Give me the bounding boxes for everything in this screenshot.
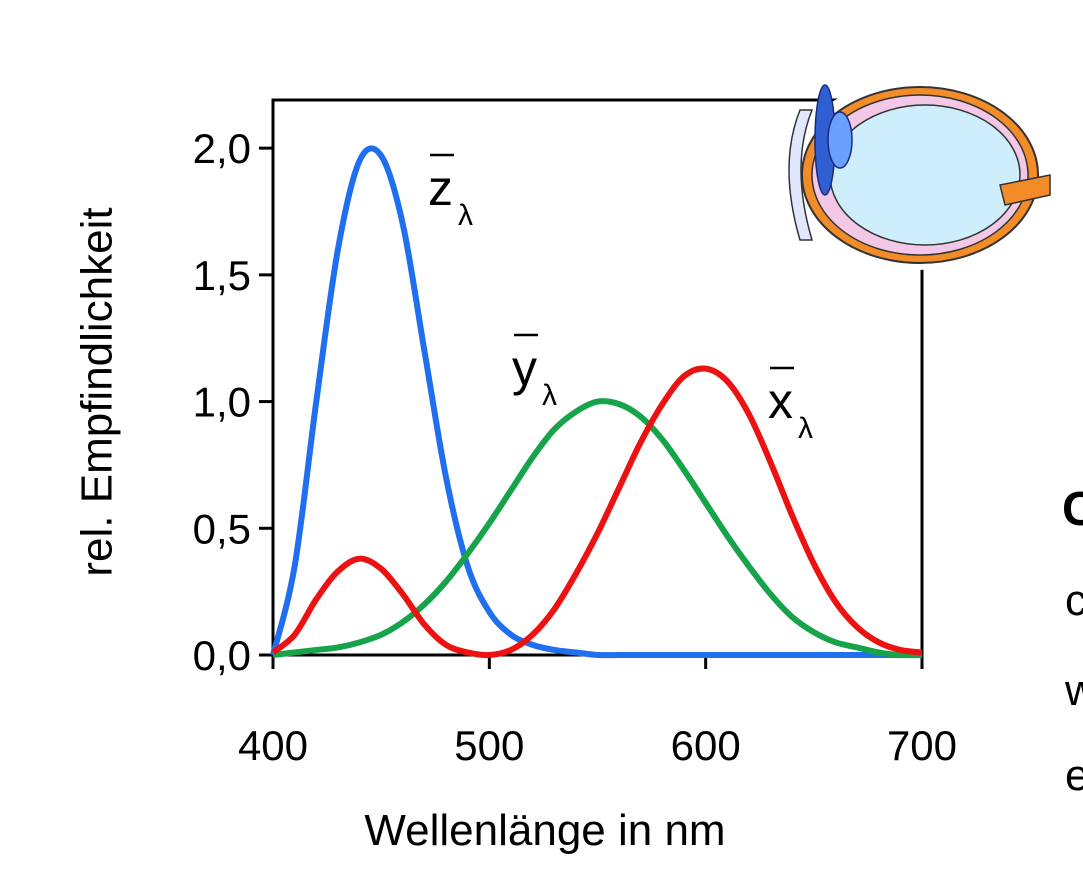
curve-label-sub: λ (458, 199, 473, 232)
curve-label: y (512, 340, 537, 396)
curve-label: x (768, 373, 793, 429)
y-axis-label: rel. Empfindlichkeit (73, 207, 122, 576)
curve (270, 145, 922, 659)
x-tick-label: 500 (454, 722, 524, 769)
y-tick-label: 1,5 (193, 252, 251, 299)
curve-label-sub: λ (798, 412, 813, 445)
curve-label-sub: λ (542, 379, 557, 412)
x-tick-label: 600 (671, 722, 741, 769)
x-tick-label: 400 (238, 722, 308, 769)
y-tick-label: 1,0 (193, 379, 251, 426)
curve (272, 398, 923, 659)
eye-illustration (785, 80, 1051, 270)
y-tick-label: 0,0 (193, 632, 251, 679)
cut-text: c (1065, 576, 1083, 625)
curve-label: z (428, 160, 453, 216)
x-tick-label: 700 (887, 722, 957, 769)
cut-text: w (1064, 666, 1083, 715)
y-tick-label: 0,5 (193, 505, 251, 552)
y-tick-label: 2,0 (193, 125, 251, 172)
cut-text: e (1065, 751, 1083, 800)
curve (271, 365, 923, 659)
x-axis-label: Wellenlänge in nm (364, 806, 725, 855)
cut-text: C (1062, 483, 1083, 536)
